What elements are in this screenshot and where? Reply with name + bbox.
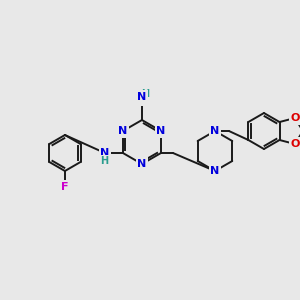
Text: N: N bbox=[100, 148, 110, 158]
Text: N: N bbox=[156, 126, 166, 136]
Text: H: H bbox=[141, 89, 149, 99]
Text: N: N bbox=[118, 126, 128, 136]
Text: N: N bbox=[210, 126, 220, 136]
Text: F: F bbox=[61, 182, 69, 192]
Text: O: O bbox=[290, 139, 300, 149]
Text: H: H bbox=[135, 95, 143, 105]
Text: N: N bbox=[137, 159, 147, 169]
Text: N: N bbox=[210, 166, 220, 176]
Text: O: O bbox=[290, 113, 300, 123]
Text: N: N bbox=[137, 92, 147, 102]
Text: H: H bbox=[100, 156, 108, 166]
